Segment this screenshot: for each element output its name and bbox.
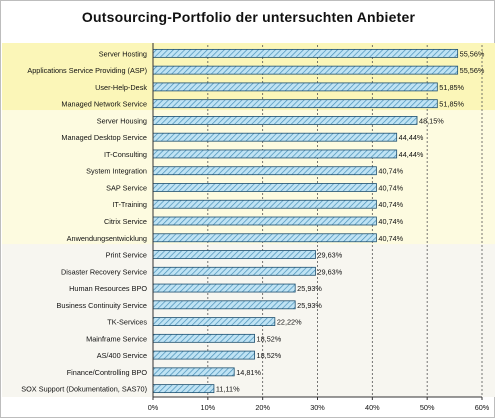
x-tick-label: 40% [365,403,380,412]
bar [152,317,276,326]
bar [152,82,438,92]
data-label: 29,63% [317,267,342,276]
category-label: Business Continuity Service [57,301,147,310]
category-label: Managed Desktop Service [61,133,147,142]
data-label: 22,22% [277,318,302,327]
category-label: User-Help-Desk [95,83,147,92]
category-label: SAP Service [106,183,147,192]
category-label: SOX Support (Dokumentation, SAS70) [21,385,147,394]
data-label: 40,74% [378,217,403,226]
category-label: Applications Service Providing (ASP) [27,66,147,75]
x-tick-label: 50% [420,403,435,412]
x-tick-label: 0% [148,403,159,412]
data-label: 55,56% [460,49,485,58]
data-label: 11,11% [216,385,240,394]
x-tick-label: 20% [255,403,270,412]
bar [152,216,377,226]
category-label: IT-Consulting [104,150,147,159]
data-label: 18,52% [257,334,282,343]
category-label: TK-Services [107,318,147,327]
bar [152,149,398,159]
data-label: 48,15% [419,116,444,125]
data-label: 40,74% [378,234,403,243]
bar [152,48,459,58]
x-tick-label: 30% [310,403,325,412]
bar [152,384,215,394]
data-label: 51,85% [439,83,464,92]
category-label: Mainframe Service [86,334,147,343]
data-label: 40,74% [378,167,403,176]
bar [152,350,255,360]
bar [152,183,377,192]
bar [152,166,377,176]
data-label: 25,93% [297,284,322,293]
x-tick-label: 10% [201,403,216,412]
category-label: Managed Network Service [61,100,147,109]
bar [152,250,316,259]
category-label: Server Hosting [99,49,147,58]
background-band [2,110,495,247]
category-label: Finance/Controlling BPO [67,368,148,377]
data-label: 44,44% [399,133,424,142]
bar [152,266,316,276]
bar [152,116,418,125]
x-tick-label: 60% [475,403,490,412]
bar [152,233,377,243]
bar [152,367,235,377]
data-label: 18,52% [257,351,282,360]
bar [152,65,459,75]
category-label: AS/400 Service [97,351,147,360]
bar [152,99,438,109]
data-label: 29,63% [317,251,342,260]
category-label: IT-Training [112,200,147,209]
category-label: Human Resources BPO [69,284,147,293]
category-label: System Integration [86,167,147,176]
category-label: Print Service [106,251,147,260]
chart-title: Outsourcing-Portfolio der untersuchten A… [81,9,416,25]
bar [152,283,296,293]
category-label: Anwendungsentwicklung [67,234,147,243]
bar [152,300,296,310]
bar [152,199,377,209]
data-label: 14,81% [236,368,261,377]
data-label: 51,85% [439,100,464,109]
bar [152,333,255,343]
category-label: Citrix Service [104,217,147,226]
data-label: 44,44% [399,150,424,159]
category-label: Server Housing [97,116,147,125]
data-label: 55,56% [460,66,485,75]
data-label: 40,74% [378,200,403,209]
data-label: 40,74% [378,183,403,192]
category-label: Disaster Recovery Service [61,267,147,276]
data-label: 25,93% [297,301,322,310]
bar [152,132,398,142]
